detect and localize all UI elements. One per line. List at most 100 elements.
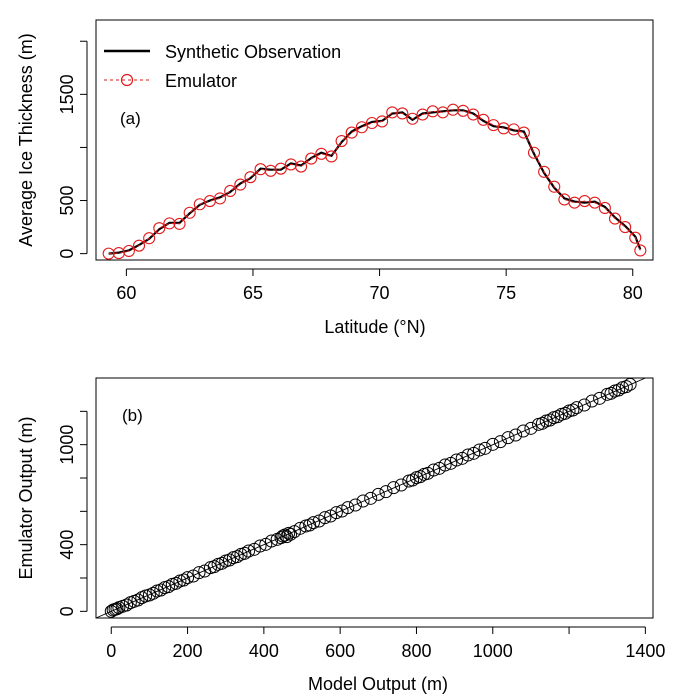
scatter-point <box>379 485 393 499</box>
panel-b-axes: 0 200 400 600 800 1000 1400 0 400 1000 <box>57 410 665 661</box>
scatter-point <box>612 383 626 397</box>
legend-swatch-emulator-marker <box>120 73 134 87</box>
panel-a-y-tick-label: 0 <box>57 249 77 259</box>
scatter-point <box>604 386 618 400</box>
data-point-emulator <box>517 126 530 139</box>
panel-b-y-tick-label: 0 <box>57 606 77 616</box>
data-point-emulator <box>477 113 490 126</box>
scatter-point <box>282 526 296 540</box>
scatter-point <box>524 421 538 435</box>
data-point-emulator <box>426 105 439 118</box>
data-point-emulator <box>224 184 237 198</box>
scatter-point <box>318 511 332 525</box>
data-point-emulator <box>467 108 480 121</box>
scatter-point <box>146 586 160 600</box>
data-point-emulator <box>588 196 601 209</box>
scatter-point <box>329 506 343 520</box>
panel-a-x-tick-label: 80 <box>623 283 643 303</box>
scatter-point <box>341 501 355 515</box>
scatter-point <box>215 556 229 570</box>
scatter-point <box>280 530 294 544</box>
data-point-emulator <box>173 217 186 230</box>
data-point-emulator <box>386 106 399 119</box>
panel-a-y-tick-label: 500 <box>57 186 77 216</box>
data-point-emulator <box>598 201 611 215</box>
panel-a-legend: Synthetic Observation Emulator <box>104 42 341 91</box>
scatter-point <box>501 431 515 445</box>
panel-b-x-axis-label: Model Output (m) <box>308 674 448 694</box>
scatter-point <box>274 531 288 545</box>
data-point-emulator <box>619 221 632 234</box>
scatter-point <box>570 401 584 415</box>
data-point-emulator <box>153 222 166 235</box>
scatter-point <box>306 516 320 530</box>
data-point-emulator <box>578 195 591 208</box>
series-line-synthetic-observation <box>108 109 642 255</box>
panel-b-scatter-chart: 0 200 400 600 800 1000 1400 0 400 1000 (b) Model … <box>16 377 665 694</box>
scatter-point <box>623 377 637 391</box>
scatter-point <box>543 413 557 427</box>
scatter-point <box>110 602 124 616</box>
scatter-point <box>253 539 267 553</box>
scatter-point <box>566 403 580 417</box>
data-point-emulator <box>183 206 196 219</box>
scatter-point <box>472 443 486 457</box>
panel-a-x-tick-label: 60 <box>116 283 136 303</box>
panel-a-x-tick-label: 75 <box>496 283 516 303</box>
panel-b-marks <box>95 377 646 619</box>
scatter-point <box>348 498 362 512</box>
data-point-emulator <box>608 212 622 225</box>
data-point-emulator <box>406 112 419 125</box>
panel-a-x-axis-label: Latitude (°N) <box>324 317 425 337</box>
panel-b-y-axis-label: Emulator Output (m) <box>16 416 36 579</box>
scatter-point <box>535 416 549 430</box>
scatter-point <box>619 380 633 394</box>
scatter-point <box>276 529 290 543</box>
data-point-emulator <box>234 178 247 191</box>
panel-a-marks <box>102 103 647 260</box>
panel-b-plot-frame <box>95 377 654 619</box>
panel-b-x-tick-label: 0 <box>106 641 116 661</box>
data-point-emulator <box>244 171 257 184</box>
scatter-point <box>551 410 565 424</box>
scatter-point <box>371 487 385 501</box>
data-point-emulator <box>163 217 176 230</box>
scatter-point <box>161 580 175 594</box>
scatter-point <box>177 573 191 587</box>
scatter-point <box>120 598 134 612</box>
data-point-emulator <box>274 162 287 175</box>
data-point-emulator <box>325 150 338 163</box>
data-point-emulator <box>102 247 115 260</box>
scatter-point <box>516 424 530 438</box>
panel-b-x-tick-label: 200 <box>173 641 203 661</box>
panel-b-x-tick-label: 600 <box>325 641 355 661</box>
data-point-emulator <box>143 232 156 245</box>
scatter-point <box>364 491 378 505</box>
data-point-emulator <box>548 180 561 193</box>
data-point-emulator <box>345 126 358 139</box>
scatter-point <box>131 593 145 607</box>
panel-b-y-tick-label: 400 <box>57 530 77 560</box>
scatter-point <box>509 428 523 442</box>
panel-b-x-tick-label: 1400 <box>625 641 665 661</box>
data-point-emulator <box>396 107 409 120</box>
panel-a-x-tick-label: 65 <box>243 283 263 303</box>
data-point-emulator <box>295 160 308 173</box>
panel-a-y-tick-label: 1500 <box>57 74 77 114</box>
panel-b-x-tick-label: 1000 <box>473 641 513 661</box>
scatter-point <box>461 448 475 462</box>
scatter-point <box>450 453 464 467</box>
panel-a-y-axis-label: Average Ice Thickness (m) <box>16 33 36 246</box>
panel-a-line-chart: 60 65 70 75 80 0 500 1500 (a) Latitude (°N) Ave… <box>16 19 654 337</box>
data-point-emulator <box>254 163 267 176</box>
data-point-emulator <box>376 115 389 128</box>
data-point-emulator <box>132 239 146 252</box>
data-point-emulator <box>335 135 348 148</box>
scatter-point <box>242 544 256 558</box>
scatter-point <box>192 566 206 580</box>
data-point-emulator <box>538 165 551 178</box>
panel-b-label: (b) <box>122 406 143 425</box>
panel-a-x-tick-label: 70 <box>370 283 390 303</box>
scatter-point <box>478 441 492 455</box>
